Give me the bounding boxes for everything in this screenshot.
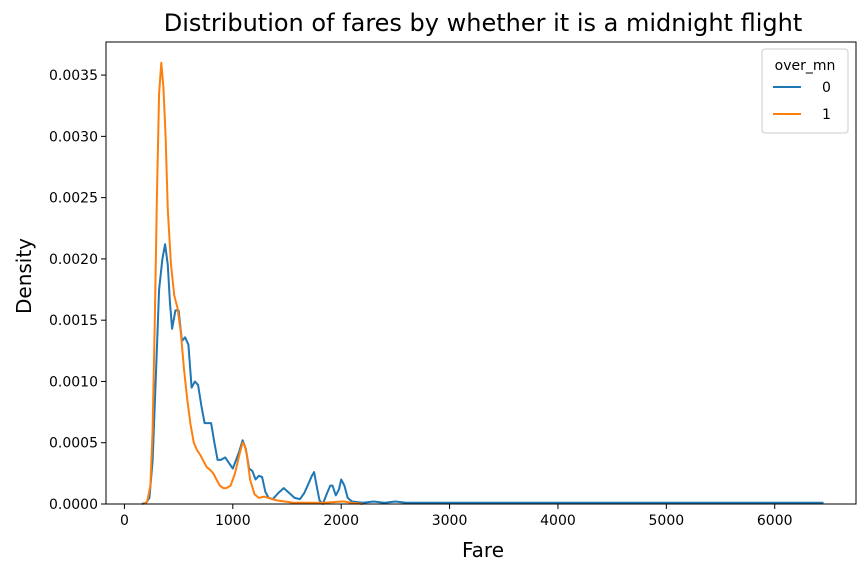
y-axis: 0.0000 0.0005 0.0010 0.0015 0.0020 0.0025 0.00…	[49, 68, 106, 513]
plot-area	[141, 61, 824, 505]
y-tick-label: 0.0030	[49, 129, 98, 145]
x-tick-label: 3000	[432, 513, 468, 529]
series-line-0	[141, 243, 824, 505]
y-tick-label: 0.0010	[49, 374, 98, 390]
y-tick-label: 0.0025	[49, 191, 98, 207]
legend-box	[761, 48, 849, 134]
legend-label-0: 0	[822, 80, 831, 96]
x-tick-label: 5000	[649, 513, 685, 529]
y-tick-label: 0.0020	[49, 252, 98, 268]
chart-title: Distribution of fares by whether it is a…	[164, 9, 802, 37]
y-tick-label: 0.0035	[49, 68, 98, 84]
x-tick-label: 0	[120, 513, 129, 529]
y-tick-label: 0.0005	[49, 436, 98, 452]
x-axis: 0 1000 2000 3000 4000 5000 6000	[120, 504, 793, 529]
legend-title: over_mn	[775, 58, 836, 74]
legend: over_mn 01	[761, 48, 849, 134]
plot-frame	[105, 41, 857, 505]
y-tick-label: 0.0000	[49, 497, 98, 513]
y-axis-label: Density	[12, 238, 36, 314]
series-line-1	[143, 61, 364, 505]
y-tick-label: 0.0015	[49, 313, 98, 329]
x-axis-label: Fare	[462, 538, 504, 562]
legend-entries: 01	[773, 80, 831, 123]
legend-label-1: 1	[822, 107, 831, 123]
x-tick-label: 2000	[323, 513, 359, 529]
x-tick-label: 4000	[540, 513, 576, 529]
x-tick-label: 6000	[757, 513, 793, 529]
x-tick-label: 1000	[215, 513, 251, 529]
